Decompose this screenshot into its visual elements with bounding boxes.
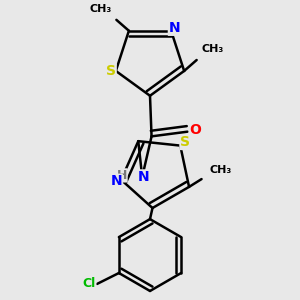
- Text: N: N: [138, 170, 150, 184]
- Text: N: N: [168, 21, 180, 35]
- Text: CH₃: CH₃: [209, 165, 231, 175]
- Text: H: H: [117, 169, 127, 182]
- Text: N: N: [111, 174, 122, 188]
- Text: S: S: [106, 64, 116, 78]
- Text: O: O: [189, 123, 201, 137]
- Text: S: S: [180, 136, 190, 149]
- Text: CH₃: CH₃: [201, 44, 224, 54]
- Text: Cl: Cl: [82, 278, 96, 290]
- Text: CH₃: CH₃: [90, 4, 112, 14]
